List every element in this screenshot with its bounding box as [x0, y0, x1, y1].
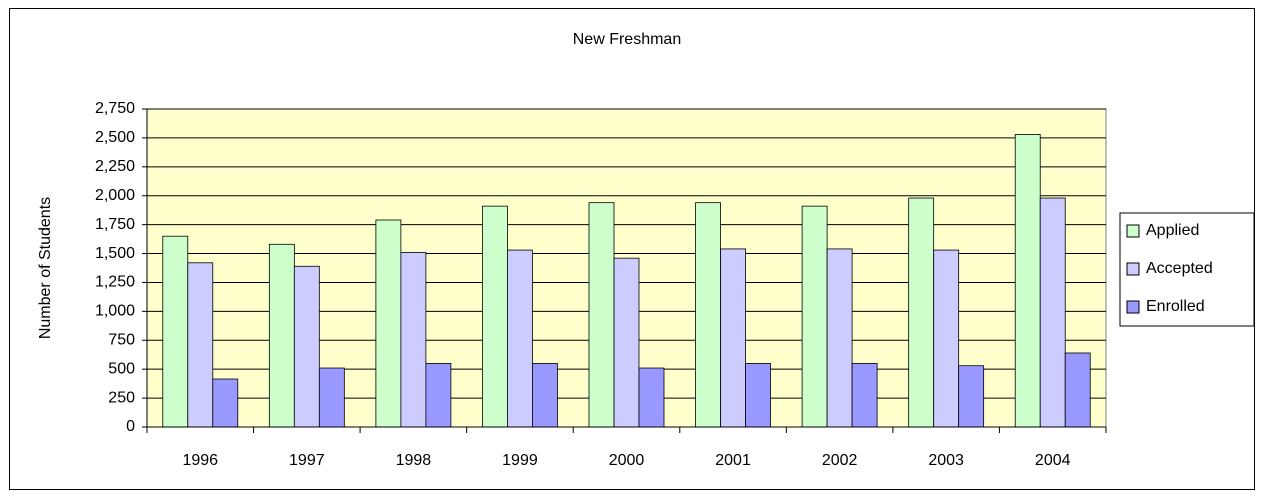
x-tick-label: 1998 [396, 452, 432, 469]
y-tick-label: 1,000 [95, 303, 135, 320]
x-tick-label: 2000 [609, 452, 645, 469]
bar [1064, 352, 1091, 428]
bar [588, 202, 615, 428]
x-tick-label: 1996 [182, 452, 218, 469]
y-tick-label: 250 [108, 389, 135, 406]
x-tick-label: 1999 [502, 452, 538, 469]
y-tick-label: 1,750 [95, 216, 135, 233]
x-tick-label: 2002 [822, 452, 858, 469]
x-tick-label: 1997 [289, 452, 325, 469]
bar [212, 378, 239, 428]
legend-label: Applied [1146, 222, 1199, 239]
bar [375, 219, 402, 428]
bar [162, 235, 189, 428]
y-tick-label: 2,000 [95, 187, 135, 204]
bar [958, 365, 985, 428]
y-tick-label: 1,250 [95, 274, 135, 291]
bar [268, 243, 295, 428]
bar [613, 257, 640, 428]
y-tick-label: 2,500 [95, 129, 135, 146]
bar [1014, 134, 1041, 428]
y-axis-label: Number of Students [37, 197, 54, 339]
bar [801, 205, 828, 428]
legend-box [1119, 212, 1255, 327]
bar [482, 205, 508, 428]
legend-swatch [1126, 262, 1140, 276]
bar [695, 202, 721, 428]
legend-swatch [1126, 224, 1140, 238]
y-tick-label: 500 [108, 360, 135, 377]
legend-label: Enrolled [1146, 298, 1205, 315]
bar [425, 362, 452, 428]
x-tick-label: 2001 [715, 452, 751, 469]
bar [187, 262, 214, 428]
y-tick-label: 1,500 [95, 245, 135, 262]
y-tick-label: 750 [108, 331, 135, 348]
bar [400, 251, 427, 428]
bar [851, 362, 878, 428]
bar [745, 362, 771, 428]
y-tick-label: 2,750 [95, 100, 135, 117]
legend-swatch [1126, 300, 1140, 314]
bar [826, 248, 853, 428]
bar [507, 249, 533, 428]
x-tick-label: 2003 [928, 452, 964, 469]
bar [1039, 197, 1066, 428]
bar [532, 362, 558, 428]
bar [638, 367, 665, 428]
bar [318, 367, 345, 428]
bar [293, 265, 320, 428]
y-tick-label: 2,250 [95, 158, 135, 175]
legend-label: Accepted [1146, 260, 1213, 277]
bar [720, 248, 746, 428]
x-tick-label: 2004 [1035, 452, 1071, 469]
bar [908, 197, 935, 428]
bar [933, 249, 960, 428]
y-tick-label: 0 [126, 418, 135, 435]
chart-title: New Freshman [573, 31, 681, 48]
